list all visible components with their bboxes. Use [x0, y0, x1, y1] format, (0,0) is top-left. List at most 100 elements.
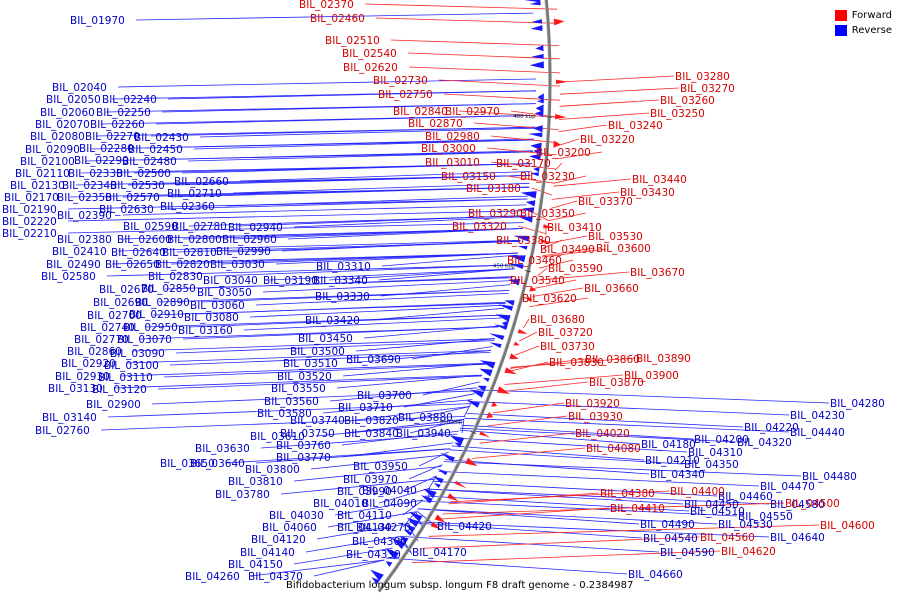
- reverse-gene-label: BIL_02950: [123, 322, 178, 334]
- forward-gene-label: BIL_04560: [700, 532, 755, 544]
- reverse-gene-label: BIL_02070: [35, 119, 90, 131]
- reverse-gene-label: BIL_02170: [4, 192, 59, 204]
- reverse-gene-label: BIL_02060: [40, 107, 95, 119]
- forward-feature-113: [543, 224, 554, 229]
- reverse-gene-label: BIL_04230: [790, 410, 845, 422]
- reverse-feature-62: [508, 279, 521, 286]
- reverse-gene-label: BIL_03970: [343, 474, 398, 486]
- leader-line: [237, 215, 525, 227]
- forward-feature-118: [513, 341, 520, 346]
- forward-gene-label: BIL_03260: [660, 95, 715, 107]
- reverse-gene-label: BIL_02100: [20, 156, 75, 168]
- reverse-gene-label: BIL_03140: [42, 412, 97, 424]
- reverse-feature-60: [509, 255, 526, 263]
- leader-line: [199, 127, 535, 138]
- forward-gene-label: BIL_03460: [507, 255, 562, 267]
- leader-line: [541, 247, 596, 257]
- forward-gene-label: BIL_02750: [378, 89, 433, 101]
- leader-line: [268, 268, 515, 281]
- reverse-gene-label: BIL_03340: [313, 275, 368, 287]
- forward-gene-label: BIL_03590: [548, 263, 603, 275]
- reverse-gene-label: BIL_03030: [210, 259, 265, 271]
- reverse-gene-label: BIL_04040: [362, 485, 417, 497]
- leader-line: [232, 228, 523, 240]
- forward-gene-label: BIL_03920: [565, 398, 620, 410]
- leader-line: [370, 307, 505, 321]
- reverse-gene-label: BIL_03520: [277, 371, 332, 383]
- forward-gene-label: BIL_03200: [536, 147, 591, 159]
- forward-gene-label: BIL_04080: [586, 443, 641, 455]
- leader-line: [381, 254, 518, 267]
- forward-feature-116: [526, 296, 533, 302]
- leader-line: [517, 225, 547, 235]
- forward-gene-label: BIL_03490: [540, 244, 595, 256]
- reverse-gene-label: BIL_02930: [55, 371, 110, 383]
- leader-line: [293, 466, 442, 482]
- reverse-feature-90: [385, 548, 399, 560]
- leader-line: [293, 216, 525, 228]
- reverse-feature-45: [535, 104, 544, 113]
- leader-line: [262, 280, 512, 293]
- forward-gene-label: BIL_03180: [466, 183, 521, 195]
- leader-line: [232, 182, 530, 194]
- leader-line: [175, 175, 531, 186]
- leader-line: [220, 252, 518, 265]
- reverse-gene-label: BIL_02660: [174, 176, 229, 188]
- leader-line: [409, 521, 770, 538]
- reverse-feature-53: [530, 172, 539, 177]
- leader-line: [249, 304, 506, 318]
- forward-gene-label: BIL_03540: [510, 275, 565, 287]
- leader-line: [463, 403, 472, 418]
- forward-feature-109: [553, 18, 565, 26]
- leader-line: [443, 93, 560, 101]
- reverse-gene-label: BIL_02390: [57, 210, 112, 222]
- reverse-gene-label: BIL_03750: [280, 428, 335, 440]
- forward-gene-label: BIL_03240: [608, 120, 663, 132]
- reverse-gene-label: BIL_02090: [25, 144, 80, 156]
- reverse-gene-label: BIL_02770: [74, 334, 129, 346]
- reverse-gene-label: BIL_02530: [110, 180, 165, 192]
- forward-gene-label: BIL_03670: [630, 267, 685, 279]
- leader-line: [206, 276, 513, 289]
- leader-line: [409, 418, 465, 434]
- leader-line: [459, 429, 641, 445]
- reverse-gene-label: BIL_02280: [79, 143, 134, 155]
- leader-line: [442, 502, 785, 515]
- reverse-feature-61: [509, 263, 524, 269]
- reverse-feature-51: [529, 153, 541, 161]
- leader-line: [120, 362, 487, 377]
- leader-line: [375, 17, 559, 24]
- leader-line: [225, 195, 528, 207]
- reverse-gene-label: BIL_04090: [362, 498, 417, 510]
- forward-gene-label: BIL_03620: [522, 293, 577, 305]
- reverse-gene-label: BIL_02850: [141, 283, 196, 295]
- reverse-gene-label: BIL_02410: [52, 246, 107, 258]
- reverse-gene-label: BIL_02940: [228, 222, 283, 234]
- reverse-gene-label: BIL_02360: [160, 201, 215, 213]
- reverse-feature-72: [482, 377, 490, 382]
- reverse-gene-label: BIL_02630: [99, 204, 154, 216]
- reverse-gene-label: BIL_04370: [248, 571, 303, 583]
- leader-line: [363, 325, 500, 339]
- leader-line: [559, 75, 675, 83]
- reverse-gene-label: BIL_04200: [694, 434, 749, 446]
- reverse-feature-89: [391, 537, 406, 550]
- reverse-feature-68: [488, 333, 505, 341]
- leader-line: [287, 228, 523, 240]
- leader-line: [336, 374, 483, 389]
- reverse-gene-label: BIL_03780: [215, 489, 270, 501]
- reverse-gene-label: BIL_03090: [110, 348, 165, 360]
- leader-line: [479, 432, 575, 444]
- reverse-gene-label: BIL_04660: [628, 569, 683, 581]
- reverse-feature-91: [385, 561, 393, 567]
- forward-gene-label: BIL_03290: [468, 208, 523, 220]
- forward-gene-label: BIL_03220: [580, 134, 635, 146]
- reverse-gene-label: BIL_02260: [90, 119, 145, 131]
- reverse-gene-label: BIL_03770: [276, 452, 331, 464]
- leader-line: [355, 406, 470, 421]
- leader-line: [408, 66, 561, 74]
- leader-line: [537, 267, 548, 277]
- reverse-gene-label: BIL_03450: [298, 333, 353, 345]
- leader-line: [534, 279, 577, 289]
- leader-line: [510, 358, 585, 369]
